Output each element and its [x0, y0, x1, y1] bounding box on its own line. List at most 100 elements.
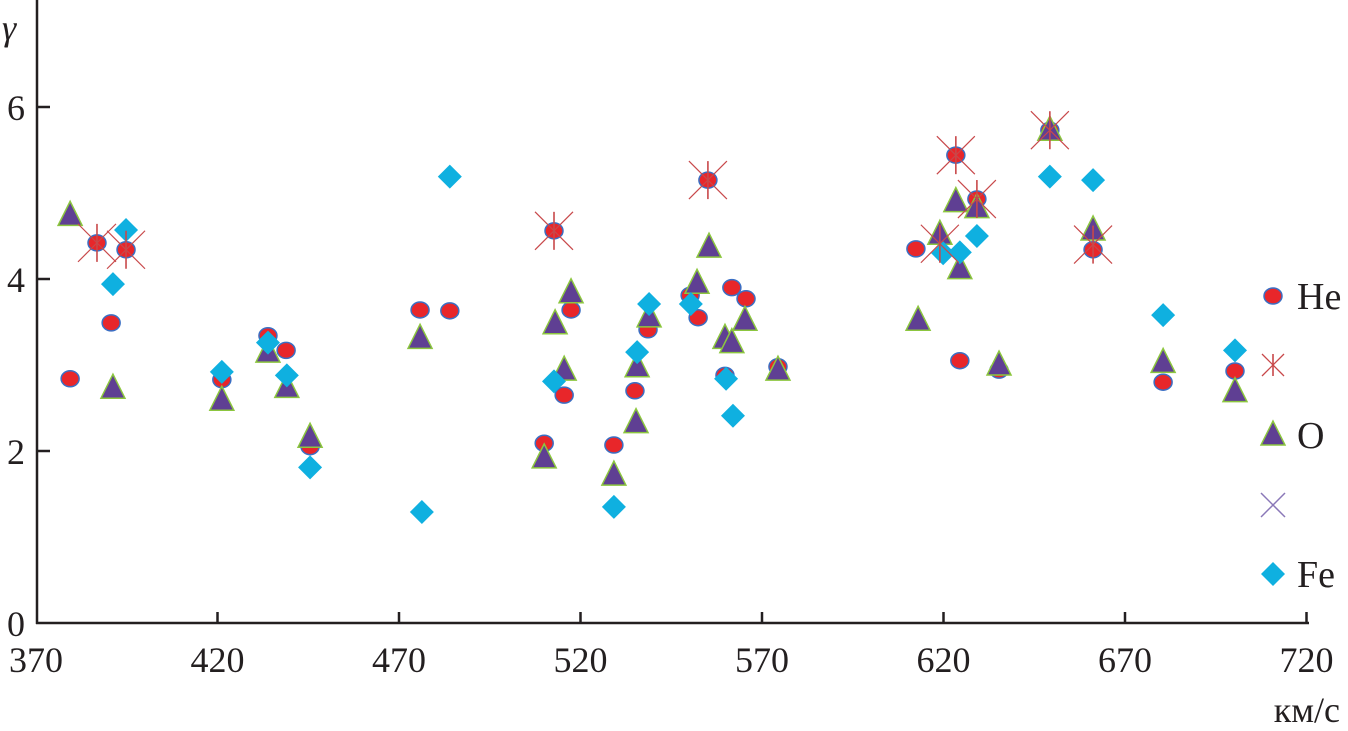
- data-point-o: [946, 253, 974, 280]
- data-point-he: [101, 314, 121, 332]
- legend: He O Fe: [1259, 276, 1341, 596]
- legend-item-fe: Fe: [1261, 554, 1335, 596]
- data-point-o: [1149, 346, 1177, 374]
- data-point-he: [440, 302, 460, 320]
- data-point-o: [985, 349, 1013, 376]
- data-point-o: [623, 351, 651, 378]
- series-asterisk: [77, 110, 1113, 270]
- data-point-fe: [255, 330, 280, 355]
- data-point-fe: [542, 369, 567, 394]
- data-point-o: [99, 372, 127, 399]
- data-point-o: [541, 308, 569, 335]
- data-point-he: [410, 301, 430, 319]
- data-point-fe: [114, 217, 139, 242]
- legend-item-x: [1260, 492, 1286, 518]
- data-point-asterisk: [106, 230, 146, 270]
- legend-label: O: [1297, 415, 1324, 457]
- axes: [35, 0, 1309, 625]
- y-axis-label: γ: [2, 8, 17, 48]
- data-point-o: [731, 304, 759, 332]
- data-point-o: [904, 304, 932, 332]
- data-point-fe: [1151, 303, 1176, 328]
- series-Fe: [100, 164, 1247, 525]
- data-point-fe: [1037, 164, 1062, 189]
- data-point-he: [950, 351, 970, 370]
- data-point-fe: [209, 359, 234, 384]
- x-tick-label: 570: [735, 640, 789, 680]
- data-point-asterisk: [957, 179, 997, 219]
- legend-marker: [1261, 562, 1285, 586]
- data-point-o: [208, 384, 236, 412]
- data-point-o: [695, 231, 723, 258]
- data-point-he: [604, 436, 624, 454]
- y-tick-label: 4: [7, 260, 25, 300]
- x-tick-label: 370: [9, 640, 63, 680]
- data-point-o: [764, 354, 792, 381]
- data-point-fe: [625, 340, 650, 365]
- data-point-fe: [409, 500, 434, 525]
- ticks: 370 420 470 520 570 620 670 720 0 2 4 6: [7, 88, 1334, 680]
- data-point-o: [557, 277, 585, 304]
- data-point-o: [406, 322, 434, 350]
- data-point-he: [276, 341, 296, 360]
- data-point-asterisk: [936, 135, 976, 175]
- data-point-fe: [298, 455, 323, 480]
- data-point-o: [1221, 375, 1249, 403]
- data-point-asterisk: [534, 211, 574, 251]
- data-point-he: [736, 290, 756, 308]
- data-point-asterisk: [1073, 225, 1113, 265]
- legend-item-o: O: [1259, 415, 1324, 457]
- data-point-o: [942, 185, 970, 213]
- legend-marker: [1260, 492, 1286, 518]
- data-point-fe: [437, 164, 462, 189]
- x-tick-label: 670: [1098, 640, 1152, 680]
- legend-item-he: He: [1263, 276, 1341, 318]
- data-point-fe: [720, 403, 745, 428]
- data-point-asterisk: [1030, 110, 1070, 150]
- y-tick-label: 6: [7, 88, 25, 128]
- data-point-o: [296, 421, 324, 448]
- legend-marker: [1261, 353, 1285, 377]
- legend-label: He: [1297, 276, 1341, 318]
- data-point-fe: [678, 291, 703, 316]
- legend-marker: [1263, 287, 1283, 305]
- x-tick-label: 620: [917, 640, 971, 680]
- x-axis-label: км/с: [1274, 690, 1340, 730]
- data-points: [56, 110, 1249, 525]
- data-point-he: [1153, 373, 1173, 391]
- data-point-fe: [100, 272, 125, 297]
- data-point-o: [530, 442, 558, 469]
- data-point-fe: [964, 224, 989, 248]
- data-point-fe: [637, 291, 662, 316]
- legend-marker: [1259, 419, 1287, 446]
- data-point-o: [718, 326, 746, 354]
- data-point-asterisk: [920, 224, 960, 264]
- data-point-o: [622, 406, 650, 434]
- data-point-he: [561, 301, 581, 319]
- data-point-he: [906, 240, 926, 258]
- x-tick-label: 520: [554, 640, 608, 680]
- data-point-fe: [714, 366, 739, 391]
- legend-label: Fe: [1297, 554, 1335, 596]
- data-point-he: [60, 370, 80, 388]
- data-point-he: [625, 382, 645, 400]
- y-tick-label: 0: [7, 604, 25, 644]
- data-point-he: [554, 386, 574, 404]
- x-tick-label: 420: [191, 640, 245, 680]
- data-point-o: [683, 267, 711, 295]
- data-point-asterisk: [77, 223, 117, 263]
- data-point-o: [56, 199, 84, 227]
- data-point-asterisk: [688, 160, 728, 200]
- data-point-fe: [601, 494, 626, 519]
- data-point-he: [722, 278, 742, 297]
- data-point-o: [600, 459, 628, 486]
- data-point-fe: [1222, 338, 1247, 363]
- data-point-fe: [274, 363, 299, 388]
- data-point-fe: [1081, 168, 1106, 193]
- x-tick-label: 470: [372, 640, 426, 680]
- y-tick-label: 2: [7, 432, 25, 472]
- x-tick-label: 720: [1280, 640, 1334, 680]
- series-He: [60, 121, 1245, 456]
- data-point-he: [688, 308, 708, 327]
